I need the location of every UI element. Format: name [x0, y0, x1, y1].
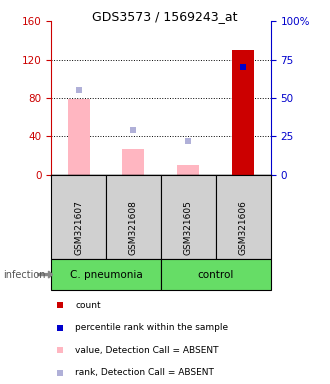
Point [57, 347, 63, 353]
Point [241, 64, 246, 70]
Text: GSM321608: GSM321608 [129, 200, 138, 255]
Point [57, 370, 63, 376]
Point [57, 324, 63, 331]
Text: infection: infection [3, 270, 46, 280]
Point [131, 127, 136, 133]
Point [57, 302, 63, 308]
Text: GDS3573 / 1569243_at: GDS3573 / 1569243_at [92, 10, 238, 23]
Bar [106, 175, 161, 259]
Bar [51, 259, 161, 290]
Bar [177, 165, 199, 175]
Bar [216, 175, 271, 259]
Bar [68, 99, 89, 175]
Text: GSM321605: GSM321605 [184, 200, 193, 255]
Text: count: count [75, 301, 101, 310]
Bar [232, 50, 254, 175]
Bar [161, 175, 216, 259]
Text: control: control [198, 270, 234, 280]
Point [186, 138, 191, 144]
Text: GSM321607: GSM321607 [74, 200, 83, 255]
Text: C. pneumonia: C. pneumonia [70, 270, 142, 280]
Point [76, 87, 81, 93]
Bar [161, 259, 271, 290]
Text: percentile rank within the sample: percentile rank within the sample [75, 323, 228, 332]
Text: GSM321606: GSM321606 [239, 200, 248, 255]
Bar [122, 149, 145, 175]
Text: value, Detection Call = ABSENT: value, Detection Call = ABSENT [75, 346, 219, 355]
Text: rank, Detection Call = ABSENT: rank, Detection Call = ABSENT [75, 368, 214, 377]
Bar [51, 175, 106, 259]
